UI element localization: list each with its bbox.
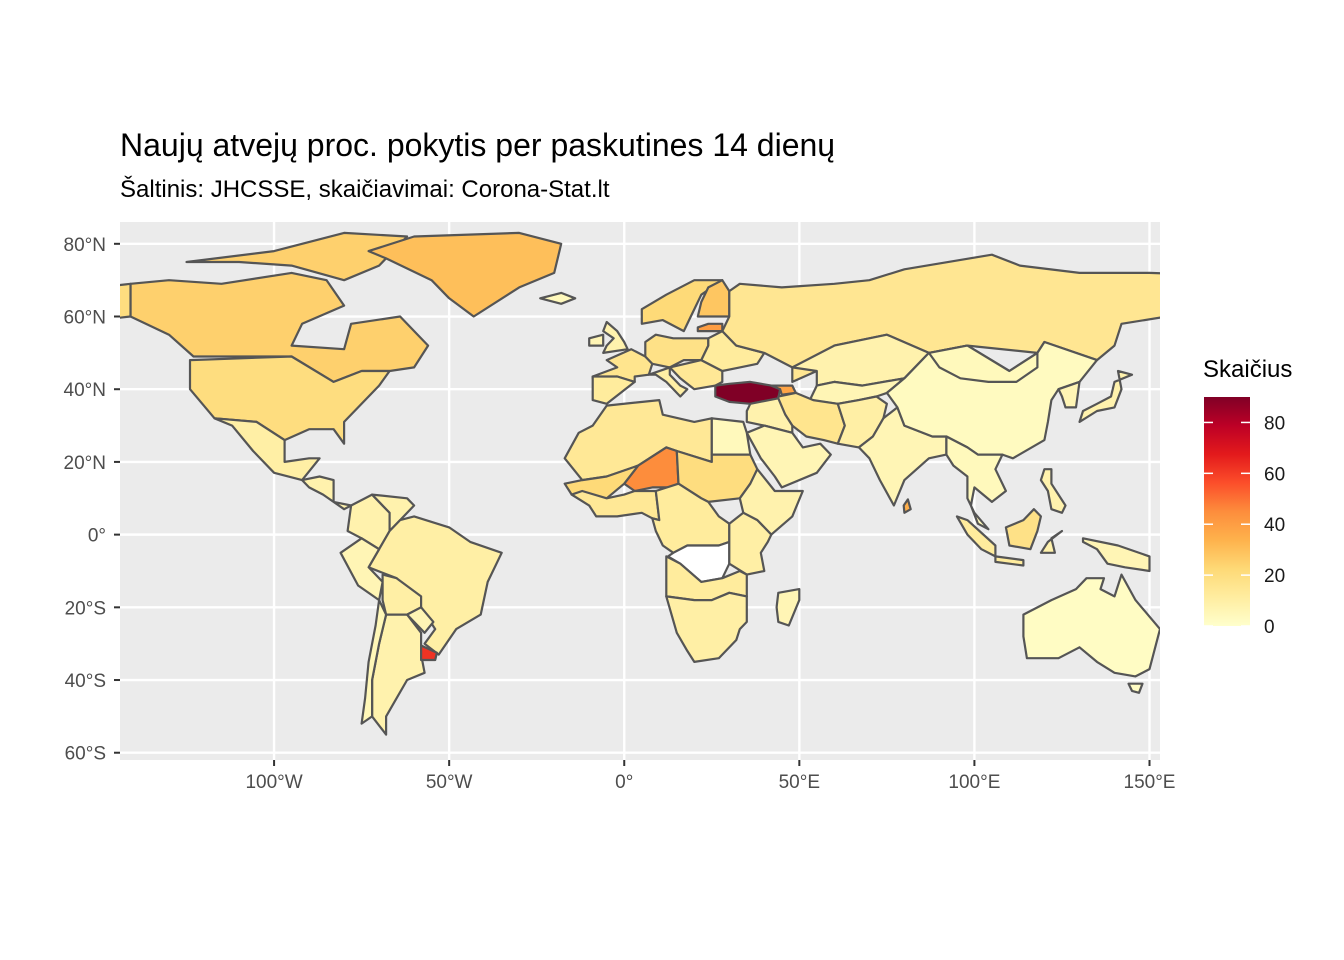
region-greenland — [367, 231, 563, 318]
x-tick-label: 50°E — [779, 772, 820, 793]
chart-title: Naujų atvejų proc. pokytis per paskutine… — [120, 127, 836, 163]
legend-label: 40 — [1264, 515, 1285, 536]
region-ukraine-belarus — [700, 330, 766, 373]
legend-title: Skaičius — [1203, 356, 1292, 383]
x-tick-label: 150°E — [1124, 772, 1176, 793]
region-arabia — [745, 424, 832, 489]
x-tick-label: 100°E — [948, 772, 1000, 793]
region-uruguay — [420, 644, 438, 662]
y-tick-label: 20°N — [64, 453, 106, 474]
region-australia — [1022, 573, 1160, 678]
land-layer — [120, 231, 1248, 736]
x-tick-label: 50°W — [426, 772, 473, 793]
region-brazil — [367, 515, 503, 656]
x-tick-label: 100°W — [245, 772, 302, 793]
legend-label: 0 — [1264, 617, 1275, 638]
region-peru — [339, 537, 384, 602]
region-borneo — [1004, 508, 1042, 551]
region-se-asia — [945, 435, 1007, 531]
region-canada — [185, 231, 409, 282]
region-italy — [647, 366, 689, 398]
legend-label: 20 — [1264, 566, 1285, 587]
region-canada — [129, 271, 430, 383]
legend-label: 60 — [1264, 464, 1285, 485]
region-turkey — [714, 380, 782, 405]
region-chile — [360, 599, 388, 725]
region-sulawesi — [1039, 529, 1064, 554]
region-paraguay — [406, 606, 435, 634]
y-tick-label: 40°N — [64, 380, 106, 401]
region-iceland — [539, 291, 577, 305]
region-mongolia — [927, 344, 1039, 383]
y-tick-label: 60°N — [64, 308, 106, 329]
chart-subtitle: Šaltinis: JHCSSE, skaičiavimai: Corona-S… — [120, 176, 610, 203]
region-united-states — [120, 282, 132, 319]
region-japan — [1078, 369, 1134, 423]
region-egypt — [710, 417, 752, 456]
legend-colorbar — [1204, 397, 1250, 626]
region-iberia — [591, 375, 636, 405]
region-new-zealand — [1209, 662, 1248, 702]
region-mexico — [213, 417, 321, 482]
region-madagascar — [775, 588, 801, 627]
legend-label: 80 — [1264, 413, 1285, 434]
y-axis: 80°N 60°N 40°N 20°N 0° 20°S 40°S 60°S — [64, 235, 120, 765]
y-tick-label: 60°S — [65, 744, 106, 765]
region-ireland — [588, 333, 605, 347]
region-sri-lanka — [902, 498, 912, 514]
legend: Skaičius 0 20 40 60 80 — [1203, 356, 1292, 638]
y-tick-label: 80°N — [64, 235, 106, 256]
region-philippines — [1039, 468, 1067, 514]
x-tick-label: 0° — [615, 772, 633, 793]
y-tick-label: 20°S — [65, 598, 106, 619]
region-southern-africa — [665, 591, 748, 663]
region-korea — [1057, 380, 1081, 409]
region-united-kingdom — [602, 320, 629, 354]
y-tick-label: 40°S — [65, 671, 106, 692]
region-new-guinea — [1081, 537, 1151, 573]
region-tasmania — [1127, 682, 1144, 694]
region-latvia — [696, 322, 724, 333]
region-east-africa — [728, 511, 773, 576]
x-axis: 100°W 50°W 0° 50°E 100°E 150°E — [245, 760, 1175, 793]
y-tick-label: 0° — [88, 526, 106, 547]
region-indonesia — [994, 555, 1025, 567]
